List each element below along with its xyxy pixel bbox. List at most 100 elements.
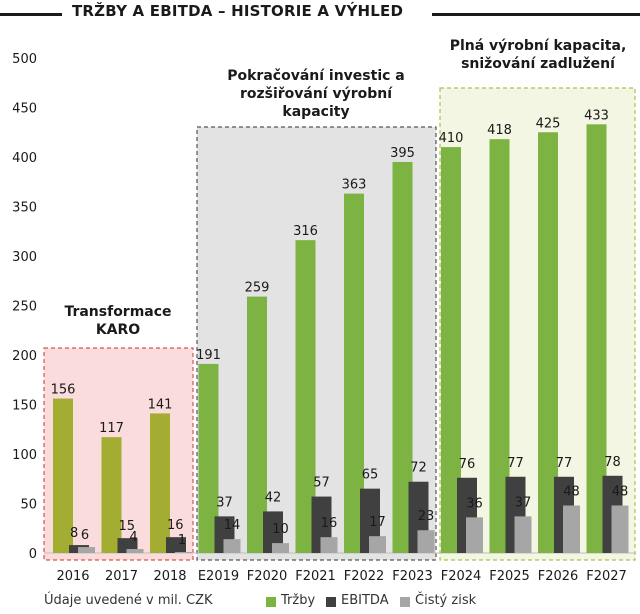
y-tick-label-50: 50 — [20, 498, 37, 513]
bar-zisk-F2027 — [611, 505, 629, 553]
y-tick-label-450: 450 — [12, 102, 37, 117]
data-label-ebitda-E2019: 37 — [216, 495, 233, 510]
data-label-ebitda-2017: 15 — [119, 519, 136, 534]
data-label-ebitda-F2022: 65 — [362, 468, 379, 483]
bar-group-2018: 141 161 2018 — [148, 397, 192, 584]
data-label-trzby-2018: 141 — [148, 397, 173, 412]
bar-zisk-2016 — [78, 547, 95, 553]
bar-trzby-E2019 — [198, 363, 219, 553]
bar-chart: Transformace KARO Pokračování investic a ro… — [12, 38, 636, 584]
y-tick-label-400: 400 — [12, 151, 37, 166]
data-label-trzby-F2027: 433 — [584, 108, 609, 123]
bar-group-F2025: 418 77 37 F2025 — [487, 123, 532, 584]
data-label-zisk-E2019: 14 — [224, 518, 241, 533]
bar-zisk-F2020 — [272, 543, 289, 553]
x-tick-label-F2025: F2025 — [489, 569, 530, 584]
x-tick-label-2017: 2017 — [105, 569, 138, 584]
data-label-ebitda-F2023: 72 — [410, 461, 427, 476]
bar-zisk-F2024 — [466, 517, 483, 553]
data-label-zisk-2017: 4 — [129, 530, 137, 545]
data-label-ebitda-F2021: 57 — [313, 476, 330, 491]
bar-trzby-F2022 — [344, 193, 364, 553]
data-label-trzby-F2025: 418 — [487, 123, 512, 138]
y-tick-label-250: 250 — [12, 300, 37, 315]
x-tick-label-F2024: F2024 — [441, 569, 482, 584]
data-label-ebitda-F2026: 77 — [556, 456, 573, 471]
data-label-trzby-F2022: 363 — [342, 178, 367, 193]
data-label-trzby-F2024: 410 — [439, 131, 464, 146]
legend-swatch-ebitda — [326, 597, 336, 607]
bar-trzby-F2024 — [441, 147, 461, 553]
x-tick-label-F2020: F2020 — [247, 569, 288, 584]
y-tick-label-200: 200 — [12, 349, 37, 364]
data-label-zisk-F2023: 23 — [418, 509, 435, 524]
legend-label-zisk: Čistý zisk — [415, 593, 477, 608]
header-rule-right — [432, 13, 640, 16]
bar-trzby-F2027 — [586, 124, 607, 553]
region-label-pokracovani-line-0: Pokračování investic a — [227, 68, 405, 84]
data-label-ebitda-F2025: 77 — [507, 456, 524, 471]
bar-trzby-F2021 — [295, 240, 316, 553]
units-footnote: Údaje uvedené v mil. CZK — [44, 593, 213, 608]
x-tick-label-F2022: F2022 — [344, 569, 385, 584]
bar-group-F2023: 395 72 23 F2023 — [390, 146, 435, 584]
bar-group-F2027: 433 78 48 F2027 — [584, 108, 629, 584]
bar-group-F2022: 363 65 17 F2022 — [342, 178, 386, 584]
chart-title: TRŽBY A EBITDA – HISTORIE A VÝHLED — [72, 2, 404, 20]
data-label-ebitda-F2024: 76 — [459, 457, 476, 472]
data-label-trzby-F2026: 425 — [536, 116, 561, 131]
x-tick-label-2016: 2016 — [56, 569, 89, 584]
data-label-trzby-2016: 156 — [51, 383, 76, 398]
data-label-trzby-E2019: 191 — [196, 348, 221, 363]
data-label-zisk-F2025: 37 — [515, 495, 532, 510]
data-label-zisk-F2027: 48 — [612, 484, 629, 499]
bar-zisk-F2025 — [514, 516, 532, 553]
bar-zisk-F2022 — [369, 536, 386, 553]
data-label-trzby-2017: 117 — [99, 421, 124, 436]
data-label-zisk-F2022: 17 — [369, 515, 386, 530]
data-label-ebitda-2016: 8 — [70, 526, 78, 541]
y-tick-label-0: 0 — [29, 547, 37, 562]
data-label-trzby-F2020: 259 — [245, 281, 270, 296]
x-tick-label-E2019: E2019 — [198, 569, 239, 584]
region-label-pokracovani-line-1: rozšiřování výrobní — [240, 86, 393, 102]
bar-group-F2024: 410 76 36 F2024 — [439, 131, 483, 584]
y-tick-label-150: 150 — [12, 399, 37, 414]
bar-zisk-2017 — [126, 549, 144, 553]
data-label-trzby-F2023: 395 — [390, 146, 415, 161]
x-tick-label-F2021: F2021 — [295, 569, 336, 584]
y-tick-label-350: 350 — [12, 201, 37, 216]
data-label-trzby-F2021: 316 — [293, 224, 318, 239]
region-label-transformace-line-1: KARO — [96, 322, 140, 338]
bar-group-2017: 117 154 2017 — [99, 421, 144, 584]
bar-group-F2020: 259 42 10 F2020 — [245, 281, 289, 584]
bar-trzby-2018 — [150, 413, 170, 553]
bar-trzby-F2023 — [392, 161, 413, 553]
bar-zisk-F2021 — [320, 537, 338, 553]
bar-trzby-F2026 — [538, 132, 558, 553]
bar-group-E2019: 191 37 14 E2019 — [196, 348, 241, 584]
x-tick-label-F2026: F2026 — [538, 569, 579, 584]
bar-zisk-F2023 — [417, 530, 435, 553]
region-label-transformace-line-0: Transformace — [64, 304, 171, 320]
bar-group-F2026: 425 77 48 F2026 — [536, 116, 580, 584]
data-label-zisk-F2020: 10 — [272, 522, 289, 537]
legend-label-trzby: Tržby — [281, 593, 316, 608]
bar-zisk-2018 — [175, 552, 192, 553]
y-tick-label-500: 500 — [12, 52, 37, 67]
region-label-plna-line-1: snižování zadlužení — [461, 56, 616, 72]
bar-group-2016: 156 8 6 2016 — [51, 383, 95, 584]
data-label-ebitda-2018: 16 — [167, 518, 184, 533]
x-tick-label-2018: 2018 — [153, 569, 186, 584]
region-label-plna-line-0: Plná výrobní kapacita, — [450, 38, 627, 54]
bar-trzby-2017 — [101, 437, 122, 553]
y-tick-label-300: 300 — [12, 250, 37, 265]
data-label-ebitda-F2020: 42 — [265, 490, 282, 505]
legend-label-ebitda: EBITDA — [341, 593, 389, 608]
bar-ebitda-2018 — [166, 537, 186, 553]
x-tick-label-F2023: F2023 — [392, 569, 433, 584]
bar-trzby-2016 — [53, 398, 73, 553]
bar-group-F2021: 316 57 16 F2021 — [293, 224, 338, 584]
chart-header: TRŽBY A EBITDA – HISTORIE A VÝHLED — [0, 0, 640, 26]
bar-trzby-F2020 — [247, 296, 267, 553]
